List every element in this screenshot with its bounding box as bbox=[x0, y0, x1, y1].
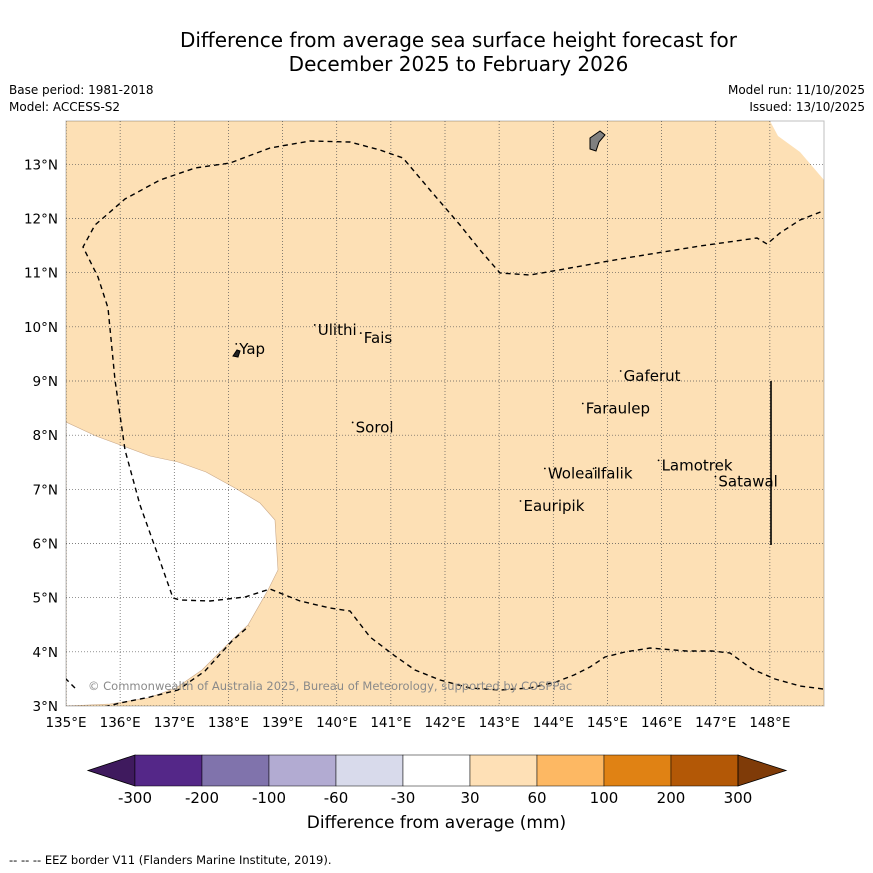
chart-title: Difference from average sea surface heig… bbox=[0, 28, 873, 76]
longitude-tick-label: 144°E bbox=[533, 715, 574, 731]
axis-labels: 135°E 136°E 137°E 138°E 139°E 140°E 141°E 142°E… bbox=[24, 157, 790, 731]
latitude-tick-label: 12°N bbox=[24, 212, 58, 228]
eez-border bbox=[66, 140, 824, 706]
longitude-tick-label: 141°E bbox=[370, 715, 411, 731]
colorbar-tick-label: -300 bbox=[118, 789, 152, 807]
meta-right: Model run: 11/10/2025 Issued: 13/10/2025 bbox=[728, 82, 865, 116]
latitude-tick-label: 5°N bbox=[33, 591, 58, 607]
atoll-marker bbox=[657, 459, 660, 462]
atoll-marker bbox=[619, 370, 622, 372]
atoll-marker bbox=[519, 500, 522, 502]
colorbar-segment bbox=[201, 754, 270, 787]
colorbar-low-extension bbox=[86, 754, 136, 787]
eez-footnote: -- -- -- EEZ border V11 (Flanders Marine… bbox=[9, 853, 332, 867]
latitude-tick-label: 10°N bbox=[24, 320, 58, 336]
longitude-tick-label: 142°E bbox=[424, 715, 465, 731]
colorbar-high-extension bbox=[737, 754, 788, 787]
atoll-marker bbox=[714, 475, 717, 478]
colorbar-tick-label: -200 bbox=[185, 789, 219, 807]
place-label: Ifalik bbox=[597, 465, 633, 483]
colorbar-segment bbox=[402, 754, 471, 787]
longitude-tick-label: 145°E bbox=[587, 715, 628, 731]
colorbar-tick-label: -60 bbox=[324, 789, 349, 807]
longitude-tick-label: 148°E bbox=[749, 715, 790, 731]
place-labels: Yap Ulithi Fais Sorol Gaferut Faraulep WoleaiI… bbox=[235, 321, 778, 515]
latitude-tick-label: 13°N bbox=[24, 157, 58, 173]
longitude-tick-label: 139°E bbox=[262, 715, 303, 731]
place-label: Sorol bbox=[356, 418, 394, 436]
base-period-text: Base period: 1981-2018 bbox=[9, 83, 154, 97]
colorbar-segment bbox=[268, 754, 337, 787]
map-frame bbox=[65, 120, 825, 707]
colorbar-tick-label: 30 bbox=[460, 789, 479, 807]
place-label: Satawal bbox=[718, 473, 777, 491]
longitude-tick-label: 138°E bbox=[208, 715, 249, 731]
atoll-marker bbox=[359, 332, 362, 334]
colorbar-tick-label: -100 bbox=[252, 789, 286, 807]
atoll-marker bbox=[235, 343, 238, 345]
title-line-1: Difference from average sea surface heig… bbox=[179, 28, 738, 52]
title-line-2: December 2025 to February 2026 bbox=[288, 52, 629, 76]
colorbar-segment bbox=[536, 754, 605, 787]
longitude-tick-label: 146°E bbox=[641, 715, 682, 731]
place-label: Woleai bbox=[548, 465, 598, 483]
colorbar-tick-label: -30 bbox=[391, 789, 416, 807]
place-label: Faraulep bbox=[586, 400, 650, 418]
issued-text: Issued: 13/10/2025 bbox=[749, 100, 865, 114]
latitude-tick-label: 7°N bbox=[33, 482, 58, 498]
colorbar-segment bbox=[603, 754, 672, 787]
place-label: Gaferut bbox=[624, 367, 681, 385]
latitude-tick-label: 11°N bbox=[24, 266, 58, 282]
guam-island bbox=[589, 130, 606, 152]
copyright-watermark: © Commonwealth of Australia 2025, Bureau… bbox=[88, 679, 572, 693]
atoll-marker bbox=[592, 467, 595, 470]
yap-island bbox=[232, 349, 241, 358]
longitude-tick-label: 135°E bbox=[45, 715, 86, 731]
graticule bbox=[66, 121, 824, 706]
map-area: Yap Ulithi Fais Sorol Gaferut Faraulep WoleaiI… bbox=[66, 121, 824, 706]
place-label: Yap bbox=[238, 340, 265, 358]
colorbar-tick-label: 100 bbox=[590, 789, 619, 807]
colorbar: -300 -200 -100 -60 -30 30 60 100 200 300 bbox=[86, 754, 788, 807]
latitude-tick-label: 4°N bbox=[33, 645, 58, 661]
colorbar-segment bbox=[469, 754, 538, 787]
meta-left: Base period: 1981-2018 Model: ACCESS-S2 bbox=[9, 82, 154, 116]
latitude-tick-label: 6°N bbox=[33, 537, 58, 553]
colorbar-segment bbox=[134, 754, 203, 787]
longitude-tick-label: 140°E bbox=[316, 715, 357, 731]
model-text: Model: ACCESS-S2 bbox=[9, 100, 121, 114]
colorbar-tick-label: 300 bbox=[724, 789, 753, 807]
atoll-marker bbox=[581, 402, 584, 405]
atoll-marker bbox=[543, 467, 546, 470]
place-label: Eauripik bbox=[524, 497, 585, 515]
longitude-tick-label: 147°E bbox=[695, 715, 736, 731]
latitude-tick-label: 3°N bbox=[33, 699, 58, 715]
colorbar-segment bbox=[670, 754, 739, 787]
latitude-tick-label: 8°N bbox=[33, 428, 58, 444]
atoll-marker bbox=[313, 324, 316, 326]
atoll-marker bbox=[351, 421, 354, 424]
white-area-upper-right bbox=[770, 121, 824, 180]
longitude-tick-label: 143°E bbox=[479, 715, 520, 731]
colorbar-label: Difference from average (mm) bbox=[306, 813, 567, 833]
colorbar-tick-label: 200 bbox=[657, 789, 686, 807]
model-run-text: Model run: 11/10/2025 bbox=[727, 83, 865, 97]
place-label: Lamotrek bbox=[662, 456, 733, 474]
colorbar-segment bbox=[335, 754, 404, 787]
colorbar-tick-label: 60 bbox=[527, 789, 546, 807]
longitude-tick-label: 137°E bbox=[154, 715, 195, 731]
place-label: Fais bbox=[364, 329, 393, 347]
latitude-tick-label: 9°N bbox=[33, 374, 58, 390]
place-label: Ulithi bbox=[318, 321, 357, 339]
longitude-tick-label: 136°E bbox=[100, 715, 141, 731]
